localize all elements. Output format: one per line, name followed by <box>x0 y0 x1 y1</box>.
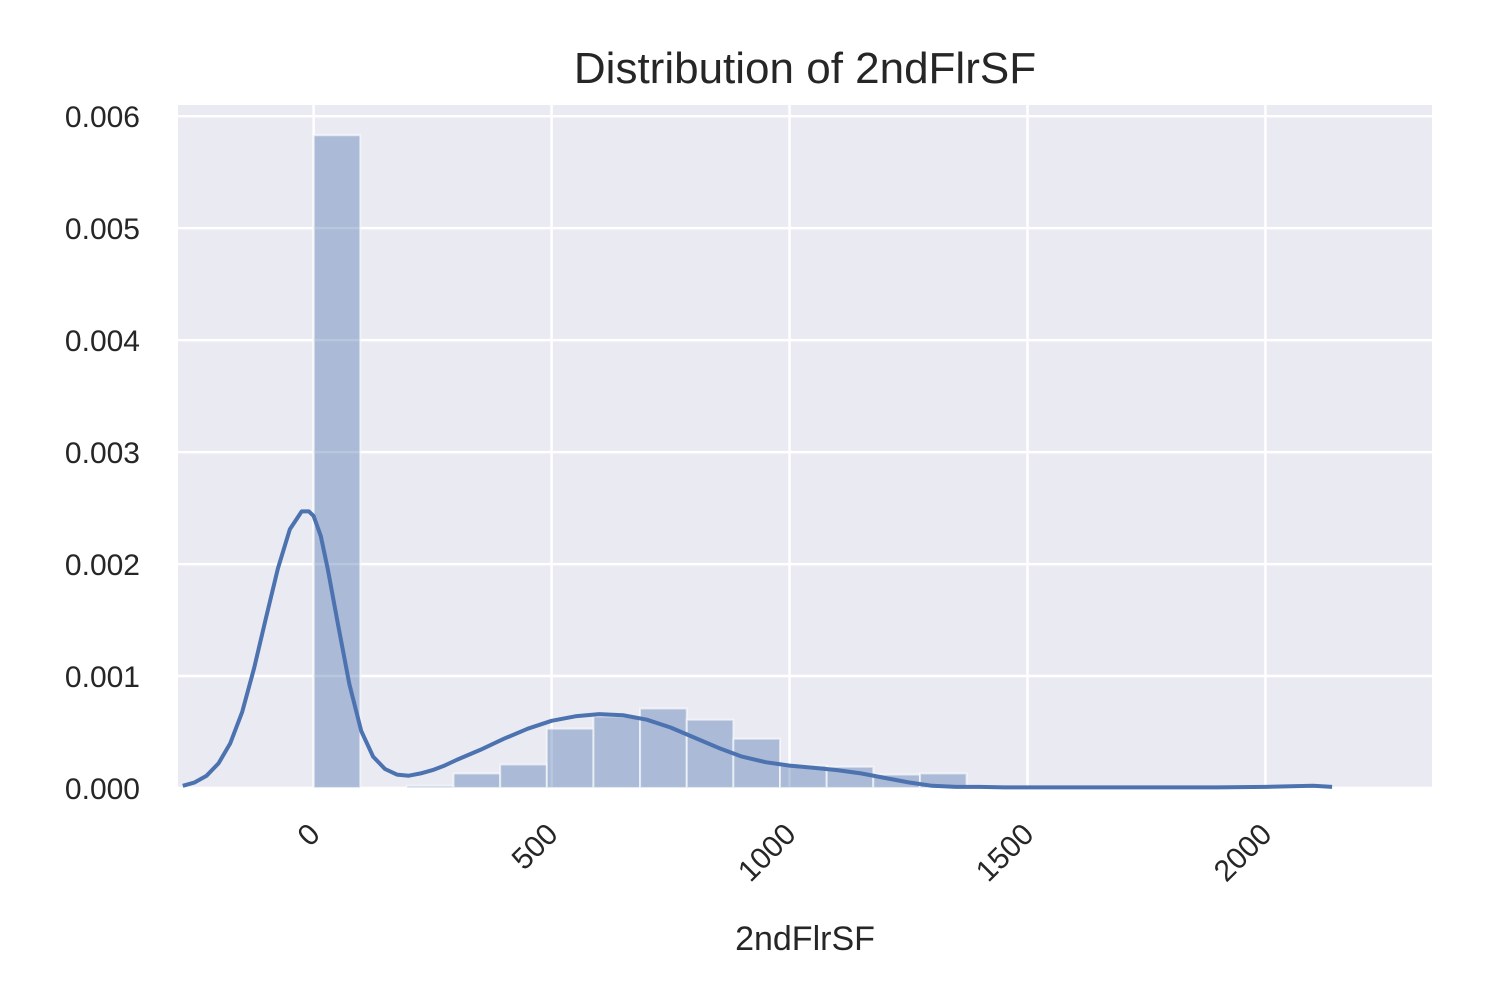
histogram-bars <box>312 134 968 790</box>
plot-area <box>178 105 1432 788</box>
x-tick-label: 1000 <box>732 818 803 889</box>
y-tick-label: 0.006 <box>65 101 140 134</box>
histogram-bar <box>592 715 642 790</box>
histogram-bar <box>405 784 455 790</box>
y-tick-label: 0.005 <box>65 213 140 246</box>
histogram-bar <box>545 727 595 789</box>
y-tick-label: 0.003 <box>65 437 140 470</box>
histogram-bar <box>312 134 362 789</box>
kde-line <box>182 509 1333 790</box>
x-axis-label: 2ndFlrSF <box>735 920 875 958</box>
x-tick-label: 1500 <box>970 818 1041 889</box>
y-tick-label: 0.001 <box>65 661 140 694</box>
y-tick-label: 0.002 <box>65 549 140 582</box>
x-tick-label: 0 <box>291 818 326 853</box>
x-axis-ticks: 0 500 1000 1500 2000 <box>291 818 1278 889</box>
x-tick-label: 500 <box>506 818 565 877</box>
histogram-bar <box>452 772 502 790</box>
x-tick-label: 2000 <box>1208 818 1279 889</box>
y-tick-label: 0.004 <box>65 325 140 358</box>
histogram-bar <box>685 718 735 790</box>
histogram-bar <box>499 763 548 789</box>
chart-title: Distribution of 2ndFlrSF <box>574 44 1036 93</box>
y-tick-label: 0.000 <box>65 773 140 806</box>
y-axis-ticks: 0.000 0.001 0.002 0.003 0.004 0.005 0.006 <box>65 101 140 806</box>
